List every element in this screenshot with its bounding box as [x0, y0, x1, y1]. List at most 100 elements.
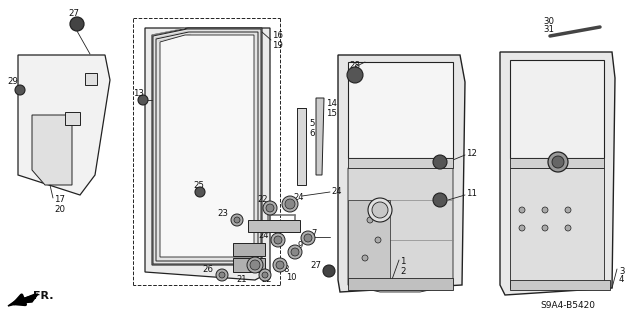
Text: 6: 6 — [309, 129, 314, 137]
Circle shape — [519, 225, 525, 231]
Circle shape — [262, 272, 268, 278]
Polygon shape — [510, 60, 604, 158]
Circle shape — [273, 258, 287, 272]
Polygon shape — [297, 108, 306, 185]
Circle shape — [288, 245, 302, 259]
Circle shape — [263, 201, 277, 215]
Circle shape — [250, 260, 260, 270]
Text: 24: 24 — [331, 187, 342, 196]
Text: 21: 21 — [237, 275, 247, 284]
Circle shape — [375, 237, 381, 243]
Circle shape — [519, 207, 525, 213]
Polygon shape — [510, 168, 604, 288]
Text: 22: 22 — [262, 276, 272, 285]
Circle shape — [282, 196, 298, 212]
Polygon shape — [233, 258, 265, 272]
Circle shape — [433, 155, 447, 169]
Circle shape — [367, 217, 373, 223]
Circle shape — [247, 257, 263, 273]
Circle shape — [291, 248, 299, 256]
Polygon shape — [316, 98, 324, 175]
Circle shape — [362, 255, 368, 261]
Text: 20: 20 — [54, 204, 65, 213]
Circle shape — [274, 236, 282, 244]
Polygon shape — [510, 280, 610, 290]
Text: 11: 11 — [466, 189, 477, 197]
Text: 19: 19 — [272, 41, 283, 49]
Polygon shape — [160, 35, 254, 257]
Text: 23: 23 — [217, 209, 228, 218]
Circle shape — [259, 269, 271, 281]
Text: 8: 8 — [283, 265, 289, 275]
Circle shape — [565, 207, 571, 213]
Text: 24: 24 — [293, 192, 303, 202]
Circle shape — [271, 233, 285, 247]
Polygon shape — [338, 55, 465, 292]
Circle shape — [285, 199, 295, 209]
Polygon shape — [348, 200, 390, 285]
Text: 27: 27 — [68, 10, 79, 19]
Text: 2: 2 — [400, 266, 406, 276]
Text: 16: 16 — [272, 32, 283, 41]
Polygon shape — [152, 28, 262, 265]
Circle shape — [552, 156, 564, 168]
Text: 25: 25 — [193, 182, 204, 190]
Polygon shape — [18, 55, 110, 195]
Text: 10: 10 — [286, 273, 296, 283]
Text: 30: 30 — [543, 17, 554, 26]
Text: 13: 13 — [133, 90, 144, 99]
Text: 5: 5 — [309, 120, 314, 129]
Circle shape — [234, 217, 240, 223]
Circle shape — [548, 152, 568, 172]
Text: 17: 17 — [54, 196, 65, 204]
Circle shape — [70, 17, 84, 31]
Text: 31: 31 — [543, 26, 554, 34]
Circle shape — [15, 85, 25, 95]
Circle shape — [231, 214, 243, 226]
Circle shape — [138, 95, 148, 105]
Text: 14: 14 — [326, 100, 337, 108]
Text: 29: 29 — [7, 78, 18, 86]
Text: 12: 12 — [466, 149, 477, 158]
Circle shape — [347, 67, 363, 83]
Circle shape — [368, 198, 392, 222]
Circle shape — [565, 225, 571, 231]
Circle shape — [216, 269, 228, 281]
Text: 28: 28 — [349, 61, 360, 70]
Polygon shape — [500, 52, 615, 295]
Polygon shape — [348, 168, 453, 292]
Polygon shape — [233, 243, 265, 256]
Text: S9A4-B5420: S9A4-B5420 — [540, 301, 595, 310]
Circle shape — [542, 207, 548, 213]
Text: 3: 3 — [619, 266, 625, 276]
Text: 22: 22 — [257, 196, 268, 204]
Circle shape — [301, 231, 315, 245]
Text: 15: 15 — [326, 108, 337, 117]
Polygon shape — [348, 278, 453, 290]
Circle shape — [266, 204, 274, 212]
Polygon shape — [8, 294, 38, 306]
Circle shape — [276, 261, 284, 269]
Text: 7: 7 — [311, 228, 316, 238]
Text: 27: 27 — [310, 261, 321, 270]
Circle shape — [323, 265, 335, 277]
Text: 4: 4 — [619, 276, 625, 285]
Circle shape — [433, 193, 447, 207]
Circle shape — [542, 225, 548, 231]
Circle shape — [372, 202, 388, 218]
Polygon shape — [510, 158, 604, 168]
FancyBboxPatch shape — [85, 73, 97, 85]
Text: 1: 1 — [400, 257, 406, 266]
Circle shape — [219, 272, 225, 278]
Polygon shape — [348, 158, 453, 168]
Text: 24: 24 — [259, 231, 269, 240]
Circle shape — [304, 234, 312, 242]
Polygon shape — [145, 28, 270, 280]
Text: 18: 18 — [236, 265, 247, 275]
Text: 9: 9 — [298, 241, 303, 249]
Text: FR.: FR. — [33, 291, 54, 301]
Bar — [65, 112, 80, 125]
Polygon shape — [32, 115, 72, 185]
Polygon shape — [348, 62, 453, 158]
Circle shape — [195, 187, 205, 197]
